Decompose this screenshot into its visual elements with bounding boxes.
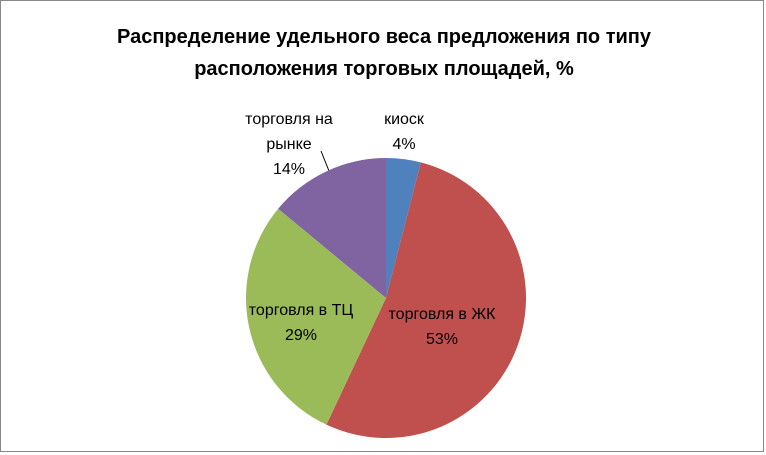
category-label: торговля в ТЦ [248, 302, 354, 319]
slice-label: торговля в ТЦ 29% [246, 298, 356, 348]
value-label: 14% [272, 161, 306, 178]
value-label: 29% [284, 327, 318, 344]
pie-slice [278, 158, 386, 298]
leader-line [320, 150, 330, 172]
value-label: 53% [425, 331, 459, 348]
category-label: торговля в ЖК [388, 306, 496, 323]
pie-slice [386, 158, 421, 298]
chart-title: Распределение удельного веса предложения… [117, 26, 651, 80]
category-label: киоск [384, 111, 424, 128]
pie-slice [326, 162, 527, 439]
slice-label: киоск 4% [354, 107, 454, 157]
slice-label: торговля на рынке 14% [229, 107, 349, 182]
pie-slice [245, 208, 386, 425]
slice-label: торговля в ЖК 53% [377, 302, 507, 352]
value-label: 4% [392, 136, 416, 153]
category-label: торговля на рынке [245, 111, 333, 153]
